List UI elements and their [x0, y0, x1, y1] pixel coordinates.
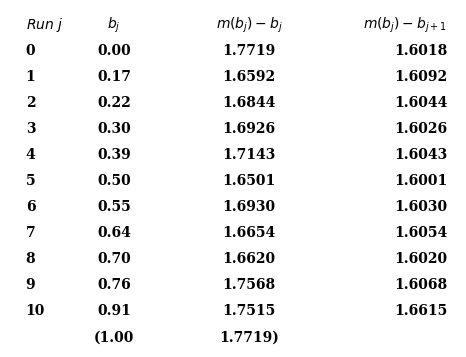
Text: 1.6001: 1.6001	[394, 174, 447, 188]
Text: 1.6043: 1.6043	[394, 148, 447, 162]
Text: 1.6930: 1.6930	[223, 200, 276, 214]
Text: 1.6044: 1.6044	[394, 96, 447, 110]
Text: 1.7143: 1.7143	[223, 148, 276, 162]
Text: 1.6926: 1.6926	[223, 122, 276, 136]
Text: 1.6620: 1.6620	[223, 252, 276, 266]
Text: 1.6054: 1.6054	[394, 226, 447, 240]
Text: 2: 2	[26, 96, 35, 110]
Text: 1.6068: 1.6068	[394, 278, 447, 292]
Text: 0.17: 0.17	[97, 70, 131, 84]
Text: 0: 0	[26, 44, 35, 57]
Text: 3: 3	[26, 122, 35, 136]
Text: 7: 7	[26, 226, 35, 240]
Text: 1.6030: 1.6030	[394, 200, 447, 214]
Text: 6: 6	[26, 200, 35, 214]
Text: 1.6844: 1.6844	[223, 96, 276, 110]
Text: 0.00: 0.00	[97, 44, 131, 57]
Text: $m(b_j) - b_j$: $m(b_j) - b_j$	[216, 16, 283, 35]
Text: 5: 5	[26, 174, 35, 188]
Text: 0.22: 0.22	[97, 96, 131, 110]
Text: 10: 10	[26, 304, 45, 318]
Text: 8: 8	[26, 252, 35, 266]
Text: 1.7515: 1.7515	[223, 304, 276, 318]
Text: 0.55: 0.55	[97, 200, 131, 214]
Text: 0.76: 0.76	[97, 278, 131, 292]
Text: 1.6092: 1.6092	[394, 70, 447, 84]
Text: 0.91: 0.91	[97, 304, 131, 318]
Text: 0.30: 0.30	[97, 122, 131, 136]
Text: 1.6018: 1.6018	[394, 44, 447, 57]
Text: $\mathit{Run}\ \mathit{j}$: $\mathit{Run}\ \mathit{j}$	[26, 16, 63, 34]
Text: 9: 9	[26, 278, 35, 292]
Text: 1.7719): 1.7719)	[219, 330, 279, 344]
Text: 1.6026: 1.6026	[394, 122, 447, 136]
Text: 1.6615: 1.6615	[394, 304, 447, 318]
Text: 1.6592: 1.6592	[223, 70, 276, 84]
Text: 0.70: 0.70	[97, 252, 131, 266]
Text: $m(b_j) - b_{j+1}$: $m(b_j) - b_{j+1}$	[363, 16, 447, 35]
Text: 0.64: 0.64	[97, 226, 131, 240]
Text: 1.7719: 1.7719	[223, 44, 276, 57]
Text: 1.6020: 1.6020	[394, 252, 447, 266]
Text: 1.6501: 1.6501	[223, 174, 276, 188]
Text: (1.00: (1.00	[94, 330, 134, 344]
Text: 1.6654: 1.6654	[223, 226, 276, 240]
Text: 1.7568: 1.7568	[223, 278, 276, 292]
Text: $b_j$: $b_j$	[108, 16, 121, 35]
Text: 4: 4	[26, 148, 35, 162]
Text: 0.39: 0.39	[97, 148, 131, 162]
Text: 1: 1	[26, 70, 35, 84]
Text: 0.50: 0.50	[97, 174, 131, 188]
